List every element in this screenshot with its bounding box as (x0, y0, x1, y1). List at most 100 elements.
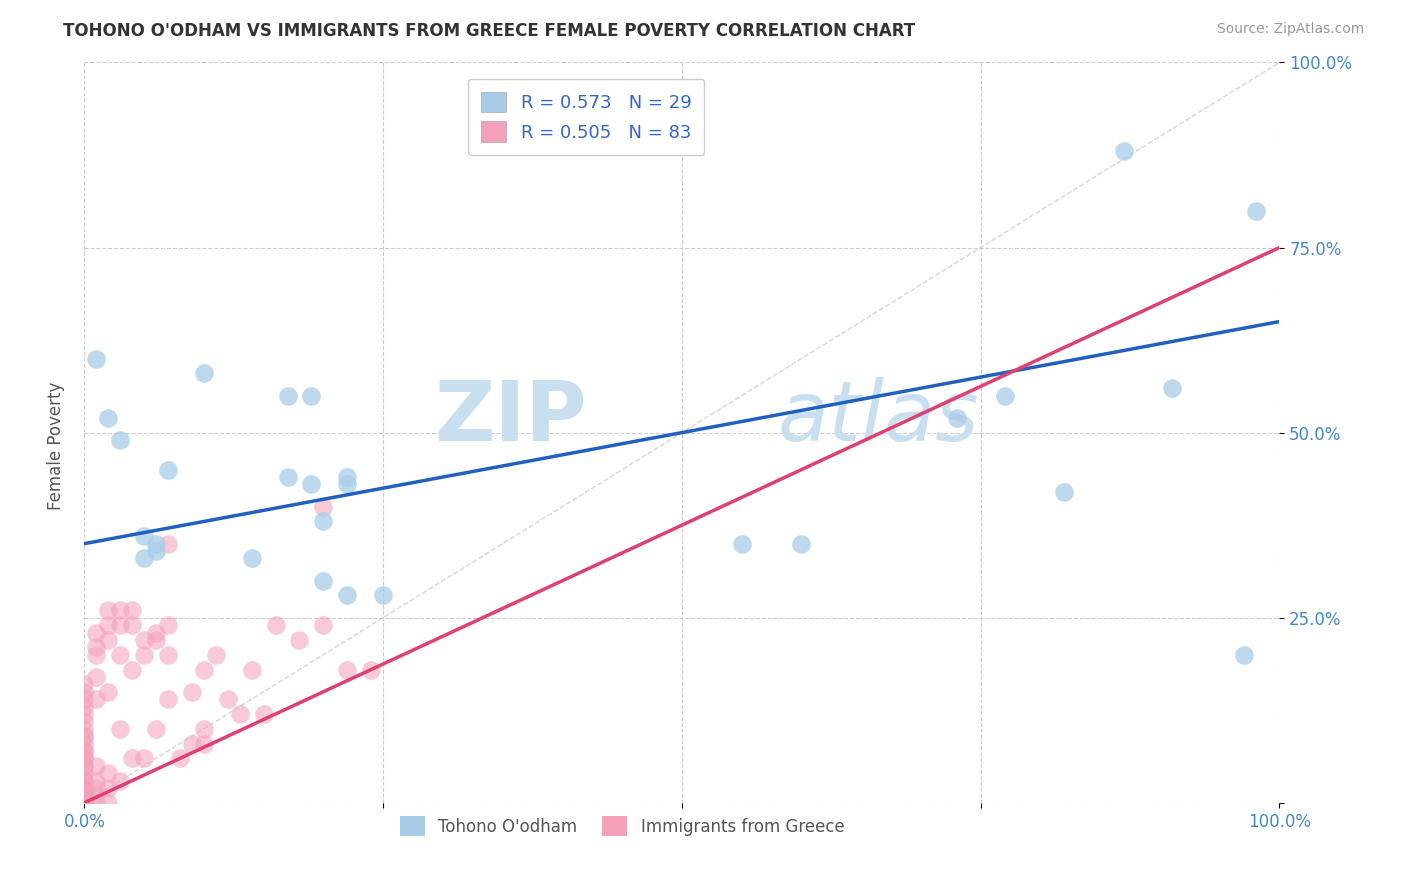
Point (145, 722, 167, 736)
Point (97, 780, 120, 795)
Point (73, 773, 96, 788)
Point (86, 796, 108, 810)
Point (73, 685, 96, 699)
Point (229, 706, 252, 721)
Point (97, 410, 120, 425)
Point (169, 751, 191, 765)
Point (121, 603, 143, 617)
Point (73, 714, 96, 729)
Point (73, 744, 96, 758)
Point (73, 780, 96, 795)
Point (264, 618, 287, 632)
Point (312, 515, 335, 529)
Point (73, 796, 96, 810)
Point (86, 773, 108, 788)
Point (217, 692, 239, 706)
Point (193, 722, 215, 736)
Point (86, 789, 108, 803)
Point (336, 589, 359, 603)
Point (73, 722, 96, 736)
Point (73, 751, 96, 765)
Point (73, 789, 96, 803)
Point (1053, 484, 1076, 499)
Point (731, 536, 754, 550)
Text: ZIP: ZIP (434, 377, 586, 458)
Point (193, 737, 215, 751)
Point (73, 758, 96, 772)
Point (193, 367, 215, 381)
Point (145, 632, 167, 647)
Point (132, 551, 156, 566)
Point (86, 780, 108, 795)
Point (73, 789, 96, 803)
Point (73, 796, 96, 810)
Point (73, 758, 96, 772)
Point (1233, 648, 1256, 662)
Point (145, 536, 167, 550)
Point (1244, 203, 1267, 218)
Point (790, 536, 813, 550)
Point (121, 751, 143, 765)
Point (97, 632, 120, 647)
Point (86, 640, 108, 655)
Point (110, 722, 132, 736)
Point (86, 648, 108, 662)
Point (946, 410, 969, 425)
Point (205, 648, 228, 662)
Point (994, 388, 1017, 402)
Point (110, 773, 132, 788)
Point (97, 603, 120, 617)
Point (73, 796, 96, 810)
Point (132, 529, 156, 543)
Point (73, 699, 96, 714)
Point (86, 758, 108, 772)
Point (73, 677, 96, 691)
Point (121, 618, 143, 632)
Point (86, 625, 108, 640)
Text: TOHONO O'ODHAM VS IMMIGRANTS FROM GREECE FEMALE POVERTY CORRELATION CHART: TOHONO O'ODHAM VS IMMIGRANTS FROM GREECE… (63, 22, 915, 40)
Point (277, 388, 299, 402)
Point (86, 670, 108, 684)
Point (145, 544, 167, 558)
Point (253, 706, 276, 721)
Point (157, 462, 180, 476)
Point (336, 477, 359, 491)
Point (97, 685, 120, 699)
Point (86, 692, 108, 706)
Point (73, 729, 96, 743)
Point (336, 470, 359, 484)
Point (73, 706, 96, 721)
Point (73, 796, 96, 810)
Point (73, 796, 96, 810)
Legend: Tohono O'odham, Immigrants from Greece: Tohono O'odham, Immigrants from Greece (389, 806, 855, 847)
Point (110, 433, 132, 447)
Point (145, 625, 167, 640)
Point (73, 692, 96, 706)
Point (73, 744, 96, 758)
Text: Female Poverty: Female Poverty (48, 382, 65, 510)
Point (336, 663, 359, 677)
Point (97, 796, 120, 810)
Text: Source: ZipAtlas.com: Source: ZipAtlas.com (1216, 22, 1364, 37)
Point (73, 751, 96, 765)
Point (360, 663, 382, 677)
Point (86, 351, 108, 366)
Point (73, 789, 96, 803)
Point (73, 729, 96, 743)
Point (132, 632, 156, 647)
Point (193, 663, 215, 677)
Point (73, 796, 96, 810)
Point (97, 766, 120, 780)
Point (157, 536, 180, 550)
Point (277, 470, 299, 484)
Point (157, 648, 180, 662)
Point (132, 648, 156, 662)
Point (73, 780, 96, 795)
Point (312, 574, 335, 588)
Point (301, 388, 323, 402)
Point (1114, 145, 1136, 159)
Point (110, 603, 132, 617)
Point (181, 685, 204, 699)
Point (157, 618, 180, 632)
Text: atlas: atlas (778, 377, 979, 458)
